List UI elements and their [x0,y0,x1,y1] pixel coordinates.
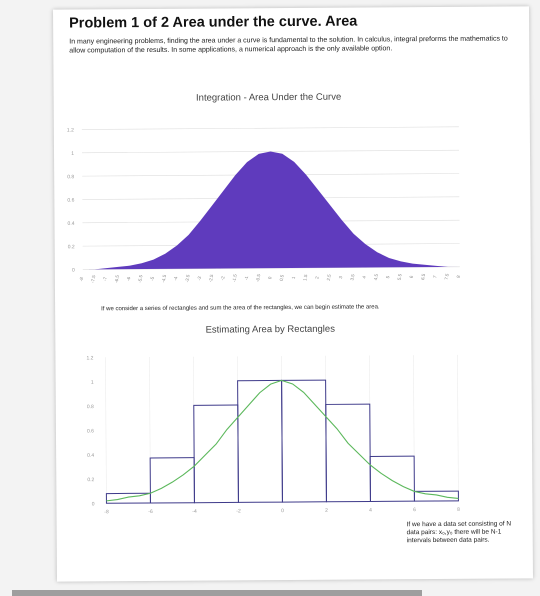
document-sheet: Problem 1 of 2 Area under the curve. Are… [53,6,533,582]
chart1-gridline [82,149,460,154]
chart1-xtick-label: -1.5 [231,273,237,282]
chart1-xtick-label: 0.5 [279,274,285,281]
chart1-xtick-label: 7.5 [444,273,450,280]
chart2-xtick-label: -8 [104,509,109,515]
chart2-curve [106,379,459,502]
chart2-ytick-label: 0.2 [87,477,94,483]
intro-paragraph: In many engineering problems, finding th… [69,35,508,55]
chart1-xtick-label: -6 [126,276,132,281]
chart2-ytick-label: 0.4 [87,453,94,459]
chart2-rectangle [369,455,415,502]
chart1-ytick-label: 1 [71,151,74,157]
chart2-xtick-label: -6 [148,509,153,515]
chart2-rectangle [149,457,195,504]
chart1-ytick-label: 0.8 [67,174,74,180]
chart1-xtick-label: 0 [267,276,272,280]
chart1-xtick-label: 2.5 [326,274,332,281]
chart1-xtick-label: -6.5 [114,274,120,283]
bottom-scrollbar[interactable] [12,590,422,596]
chart1-xtick-label: -5.5 [137,274,143,283]
chart1-xtick-label: -7 [102,276,108,281]
chart2-ytick-label: 1.2 [86,355,93,361]
chart1-xtick-label: 5.5 [397,273,403,280]
chart2-ytick-label: 0.6 [87,428,94,434]
chart2-rectangle [237,379,283,503]
chart1-xtick-label: 2 [314,275,319,279]
chart1-xtick-label: 6 [409,275,414,279]
chart1-xtick-label: -3 [196,276,202,281]
chart2-ytick-label: 1 [91,380,94,386]
chart1-xtick-label: 7 [432,275,437,279]
chart1-xtick-label: -0.5 [255,273,261,282]
chart1-xtick-label: 8 [456,274,461,278]
chart2-gridline [457,354,459,501]
chart1-xtick-label: -4.5 [161,274,167,283]
chart1-xtick-label: -5 [149,276,155,281]
chart1-area [82,151,460,270]
page-title: Problem 1 of 2 Area under the curve. Are… [69,13,358,32]
chart1-xtick-label: 6.5 [420,273,426,280]
chart1-gridline [81,126,459,130]
chart1-xtick-label: -2 [220,275,226,280]
chart2-rectangle [281,379,327,503]
chart1-ytick-label: 0.6 [67,198,74,204]
chart2-ytick-label: 0 [92,501,95,507]
chart1-xtick-label: 3.5 [349,273,355,280]
chart1-xtick-label: -1 [244,275,250,280]
chart1-xtick-label: -3.5 [184,274,190,283]
chart1-ytick-label: 0.4 [68,221,75,227]
chart1-xtick-label: 4 [361,275,366,279]
chart1-ytick-label: 1.2 [67,128,74,134]
chart1-xtick-label: -8 [79,276,85,281]
chart1-xtick-label: 1.5 [302,274,308,281]
chart2-rectangle [193,404,239,504]
chart2-xtick-label: -2 [236,508,241,514]
chart1-xtick-label: -4 [173,276,179,281]
chart1-xtick-label: 5 [385,275,390,279]
chart2-xtick-label: 2 [325,508,328,514]
chart1-xtick-label: 3 [338,275,343,279]
chart2-rectangle [325,403,371,503]
chart2-xtick-label: -4 [192,509,197,515]
rectangle-chart: 0 0.2 0.4 0.6 0.8 1 1.2 -8 -6 -4 -2 0 2 4 6 8 [86,354,460,515]
chart2-xtick-label: 6 [413,507,416,513]
chart1-xtick-label: 4.5 [373,273,379,280]
chart2-gridline [105,357,107,504]
chart2-rectangle [413,490,459,502]
data-pairs-note: If we have a data set consisting of N da… [406,520,512,545]
chart1-ytick-label: 0.2 [68,244,75,250]
area-chart: 0 0.2 0.4 0.6 0.8 1 1.2 -8 -7.5 -7 -6.5 -6 -5.5 -5 -4.… [67,126,461,283]
chart2-xtick-label: 0 [281,508,284,514]
chart1-ytick-label: 0 [72,268,75,274]
rectangles-note: If we consider a series of rectangles an… [101,304,380,313]
chart1-xtick-label: 1 [291,276,296,280]
chart2-ytick-label: 0.8 [87,404,94,410]
chart2-xtick-label: 4 [369,507,372,513]
chart1-xtick-label: -7.5 [90,274,96,283]
chart2-xtick-label: 8 [457,507,460,513]
chart1-xtick-label: -2.5 [208,274,214,283]
